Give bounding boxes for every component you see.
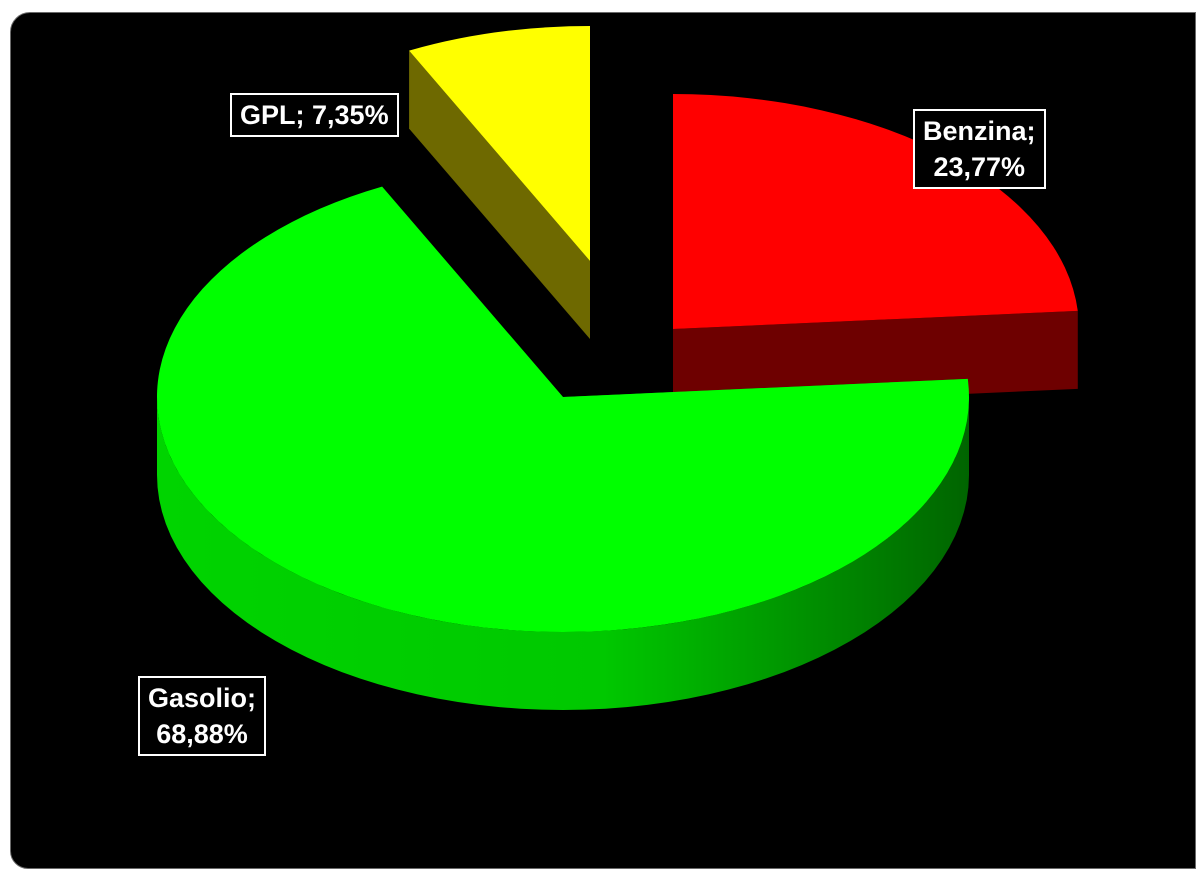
data-label-gasolio-value: 68,88% bbox=[156, 719, 248, 749]
data-label-benzina-name: Benzina; bbox=[923, 116, 1036, 146]
pie-slice-gpl-top bbox=[409, 26, 590, 261]
pie-slice-gpl-wall-start bbox=[409, 50, 590, 339]
pie-slice-gasolio-side bbox=[157, 397, 969, 710]
pie-slice-benzina-top bbox=[673, 94, 1078, 329]
chart-area: GPL; 7,35% Benzina; 23,77% Gasolio; 68,8… bbox=[10, 12, 1196, 869]
data-label-gasolio: Gasolio; 68,88% bbox=[138, 676, 267, 756]
pie-slice-benzina-wall-end bbox=[673, 310, 1078, 407]
data-label-benzina: Benzina; 23,77% bbox=[913, 109, 1046, 189]
data-label-gasolio-name: Gasolio; bbox=[148, 683, 257, 713]
data-label-gpl-text: GPL; 7,35% bbox=[240, 100, 389, 130]
data-label-benzina-value: 23,77% bbox=[933, 152, 1026, 182]
data-label-gpl: GPL; 7,35% bbox=[230, 93, 399, 137]
pie-slice-gpl bbox=[409, 26, 590, 339]
pie-slice-gasolio-top bbox=[157, 186, 970, 632]
pie-slice-benzina bbox=[673, 94, 1078, 407]
pie-slice-gasolio bbox=[157, 186, 970, 710]
pie-chart bbox=[157, 26, 1078, 710]
